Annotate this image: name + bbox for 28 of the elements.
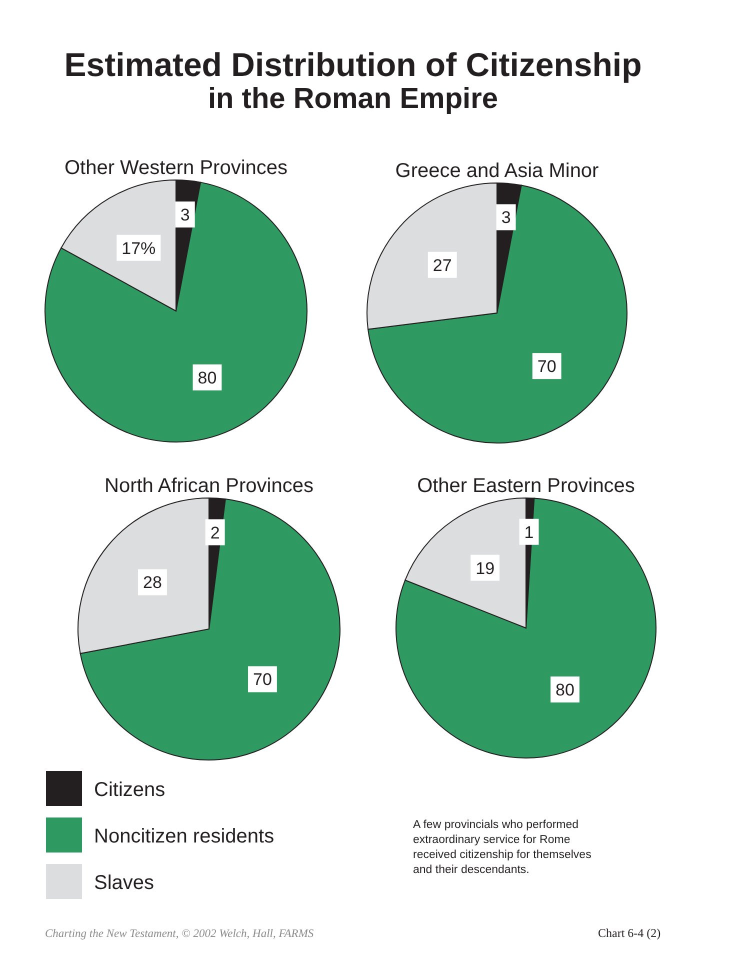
data-label: 80: [556, 680, 574, 700]
text: Charting the New Testament, © 2002 Welch, Hall, FARMS: [45, 928, 314, 940]
data-label: 70: [537, 357, 556, 376]
data-label: 2: [210, 523, 220, 542]
pie-slice: [80, 498, 340, 760]
legend-label: Slaves: [94, 872, 154, 894]
data-label: 19: [476, 558, 495, 578]
data-label: 27: [432, 256, 452, 275]
pie-slice: [368, 184, 628, 444]
chart-title: Greece and Asia Minor: [395, 160, 600, 182]
text: A few provincials who performed extraordinary service for Rome received citizenship for themselves and their descendants.: [413, 819, 592, 876]
legend-label: Noncitizen residents: [94, 826, 274, 848]
legend-label: Citizens: [94, 779, 166, 801]
caption: Chart 6-4 (2): [598, 926, 661, 940]
pie-slice: [396, 498, 656, 758]
chart-title: Other Western Provinces: [64, 157, 288, 179]
data-label: 70: [253, 670, 272, 690]
pie-slice: [44, 182, 308, 442]
data-label: 1: [524, 522, 534, 542]
text: Estimated Distribution of Citizenship: [64, 46, 642, 83]
data-label: 3: [501, 208, 511, 228]
data-label: 28: [143, 573, 162, 592]
chart-title: North African Provinces: [104, 475, 314, 497]
data-label: 3: [180, 205, 190, 224]
text: in the Roman Empire: [208, 83, 498, 115]
data-label: 80: [198, 368, 217, 388]
chart-title: Other Eastern Provinces: [417, 475, 635, 497]
data-label: 17%: [122, 238, 156, 258]
